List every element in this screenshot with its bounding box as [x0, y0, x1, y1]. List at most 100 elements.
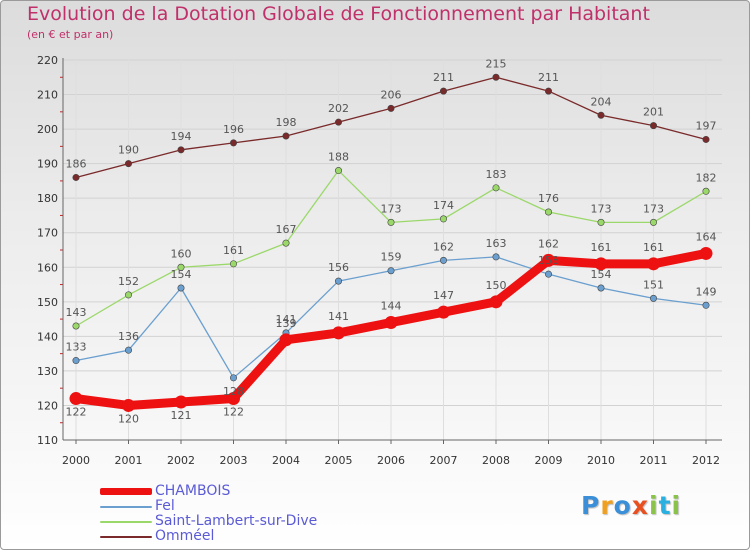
axes: 110 120 130 140 150 160 170 180 190 200 210 220 2000…	[37, 54, 722, 467]
data-point-chambois	[332, 326, 345, 340]
data-label-chambois: 121	[171, 409, 192, 422]
data-label-fel: 141	[276, 313, 297, 326]
logo-letter: o	[613, 491, 632, 520]
data-label-omm-el: 201	[643, 106, 664, 119]
data-point-chambois	[647, 257, 660, 271]
legend-swatch-fel	[100, 506, 152, 508]
data-label-fel: 154	[171, 268, 192, 281]
data-point-saint-lambert-sur-dive	[72, 322, 80, 330]
data-point-omm-el	[702, 135, 710, 143]
data-label-saint-lambert-sur-dive: 188	[328, 151, 349, 164]
data-point-chambois	[542, 253, 555, 267]
data-point-saint-lambert-sur-dive	[544, 208, 552, 216]
y-tick-label: 150	[37, 296, 58, 309]
data-label-chambois: 161	[591, 241, 612, 254]
data-point-omm-el	[177, 146, 185, 154]
data-point-chambois	[699, 246, 713, 260]
data-point-fel	[492, 253, 500, 261]
data-label-omm-el: 198	[276, 116, 297, 129]
y-tick-label: 170	[37, 227, 58, 240]
y-tick-label: 160	[37, 261, 58, 274]
data-label-chambois: 139	[276, 317, 297, 330]
data-label-saint-lambert-sur-dive: 173	[591, 202, 612, 215]
legend-swatch-chambois	[100, 488, 152, 495]
data-label-fel: 154	[591, 268, 612, 281]
data-point-fel	[387, 267, 395, 275]
x-tick-label: 2007	[430, 454, 458, 467]
x-tick-label: 2009	[535, 454, 563, 467]
y-tick-label: 200	[37, 123, 58, 136]
logo-letter: t	[658, 491, 672, 520]
data-point-fel	[439, 256, 447, 264]
x-tick-label: 2004	[272, 454, 300, 467]
data-label-fel: 149	[696, 285, 717, 298]
y-tick-label: 190	[37, 158, 58, 171]
data-label-omm-el: 194	[171, 130, 192, 143]
data-label-chambois: 141	[328, 310, 349, 323]
data-point-saint-lambert-sur-dive	[177, 263, 185, 271]
data-point-chambois	[174, 395, 188, 409]
data-label-chambois: 162	[538, 237, 559, 250]
data-point-saint-lambert-sur-dive	[649, 218, 657, 226]
data-label-fel: 151	[643, 278, 664, 291]
data-point-fel	[649, 294, 657, 302]
data-label-saint-lambert-sur-dive: 152	[118, 275, 139, 288]
data-label-saint-lambert-sur-dive: 167	[276, 223, 297, 236]
data-point-fel	[597, 284, 605, 292]
data-point-omm-el	[72, 173, 80, 181]
series-layer	[69, 73, 713, 412]
data-label-fel: 158	[538, 254, 559, 267]
data-label-chambois: 147	[433, 289, 454, 302]
x-tick-label: 2012	[692, 454, 720, 467]
data-label-chambois: 120	[118, 412, 139, 425]
x-tick-label: 2001	[115, 454, 143, 467]
data-point-omm-el	[544, 87, 552, 95]
x-tick-label: 2006	[377, 454, 405, 467]
logo-letter: i	[671, 491, 682, 520]
logo-letter: P	[581, 491, 601, 520]
data-label-fel: 128	[223, 385, 244, 398]
data-label-fel: 159	[381, 251, 402, 264]
data-labels: 186 190 194 196 198 202 206 211 215 211 204 201 197 1…	[66, 57, 717, 425]
data-label-omm-el: 215	[486, 57, 507, 70]
data-point-fel	[177, 284, 185, 292]
data-point-saint-lambert-sur-dive	[282, 239, 290, 247]
x-tick-label: 2005	[325, 454, 353, 467]
x-tick-label: 2008	[482, 454, 510, 467]
data-point-chambois	[489, 295, 503, 309]
data-label-fel: 156	[328, 261, 349, 274]
data-point-saint-lambert-sur-dive	[492, 184, 500, 192]
y-tick-label: 180	[37, 192, 58, 205]
data-label-chambois: 150	[486, 279, 507, 292]
data-point-omm-el	[439, 87, 447, 95]
data-point-chambois	[122, 398, 135, 412]
logo-letter: x	[631, 491, 649, 520]
data-point-fel	[125, 346, 133, 354]
x-tick-label: 2003	[220, 454, 248, 467]
legend-swatch-saint-lambert	[100, 521, 152, 523]
proxiti-logo: Proxiti	[581, 491, 681, 520]
data-point-saint-lambert-sur-dive	[230, 260, 238, 268]
data-point-fel	[544, 270, 552, 278]
data-label-saint-lambert-sur-dive: 161	[223, 244, 244, 257]
y-tick-label: 110	[37, 434, 58, 447]
data-point-fel	[702, 301, 710, 309]
chart-title: Evolution de la Dotation Globale de Fonc…	[27, 3, 650, 25]
data-point-fel	[72, 357, 80, 365]
data-point-omm-el	[334, 118, 342, 126]
data-point-omm-el	[230, 139, 238, 147]
y-tick-label: 210	[37, 89, 58, 102]
x-tick-label: 2010	[587, 454, 615, 467]
data-label-omm-el: 202	[328, 102, 349, 115]
x-tick-label: 2000	[62, 454, 90, 467]
data-label-omm-el: 206	[381, 88, 402, 101]
logo-letter: r	[600, 491, 614, 520]
data-label-saint-lambert-sur-dive: 182	[696, 171, 717, 184]
data-point-chambois	[384, 316, 398, 330]
data-point-chambois	[594, 257, 608, 271]
data-point-saint-lambert-sur-dive	[334, 167, 342, 175]
data-label-omm-el: 197	[696, 119, 717, 132]
data-point-saint-lambert-sur-dive	[125, 291, 133, 299]
data-point-chambois	[227, 392, 240, 406]
